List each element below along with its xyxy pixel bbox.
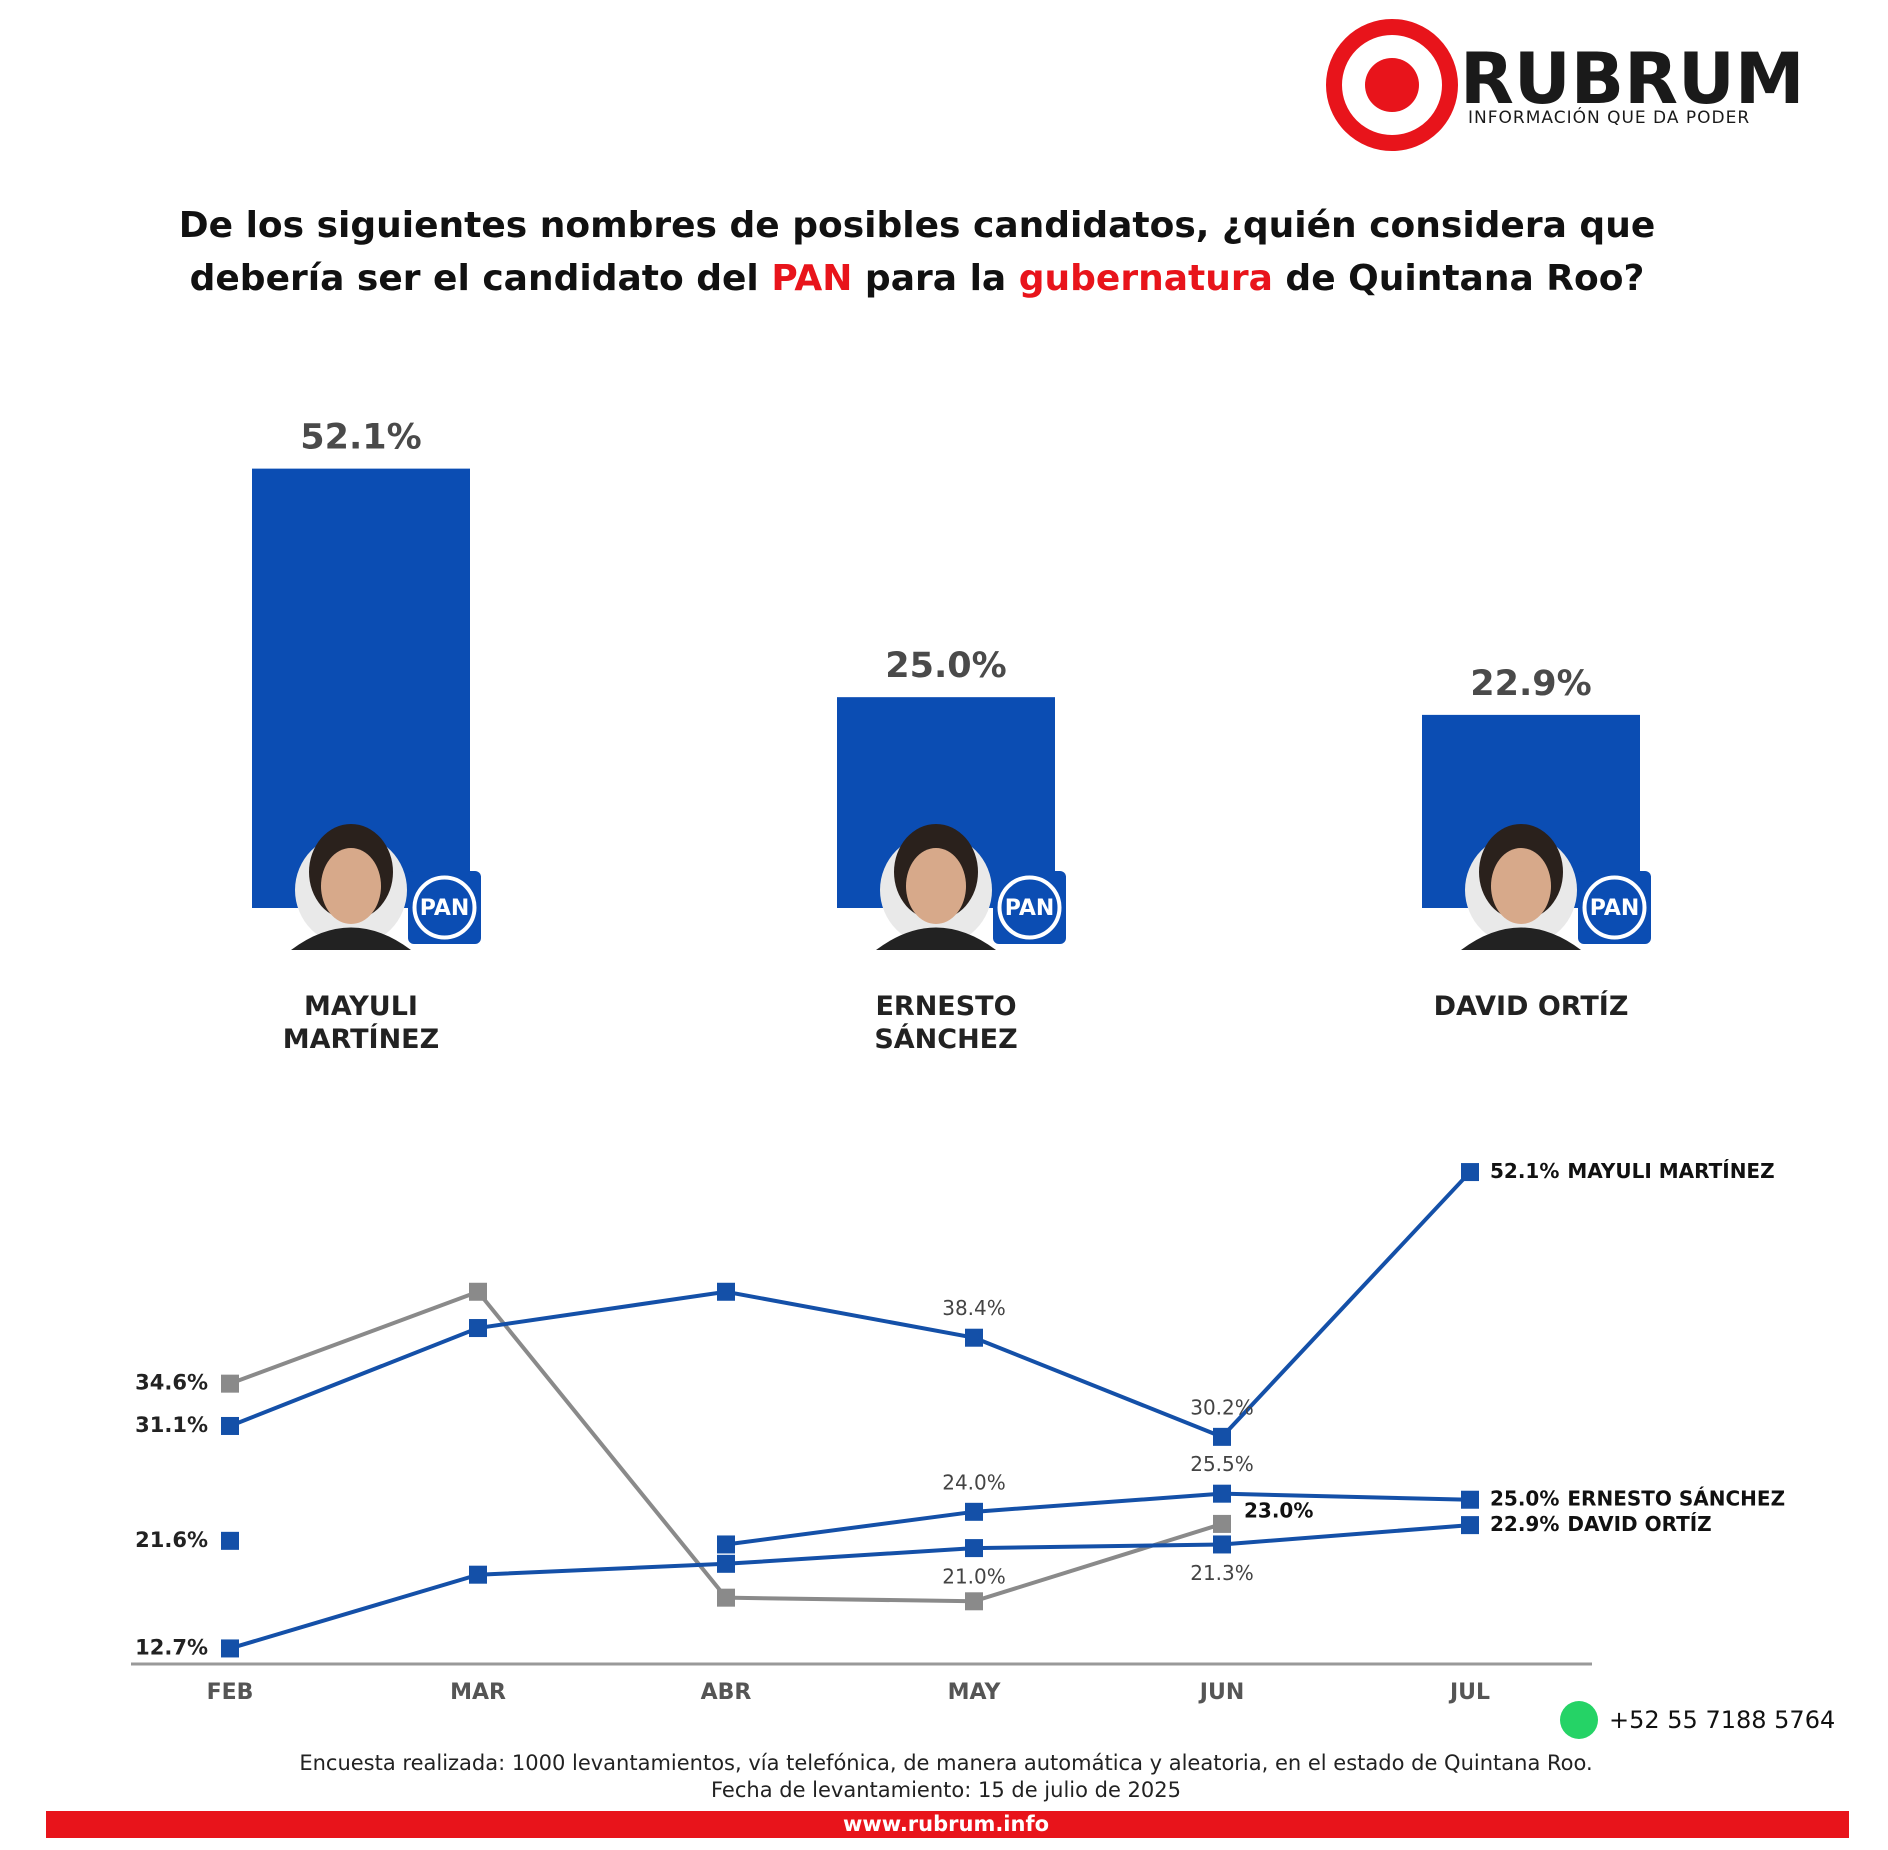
title-part: PAN xyxy=(771,258,852,299)
badge-ring xyxy=(412,875,477,940)
point xyxy=(1213,1484,1231,1503)
category-label: DAVID ORTÍZ xyxy=(1433,991,1629,1022)
whatsapp-icon xyxy=(1560,1701,1598,1739)
x-tick-label: MAR xyxy=(450,1680,506,1705)
point xyxy=(1461,1163,1479,1182)
value-label: 52.1% xyxy=(1490,1159,1559,1183)
point xyxy=(469,1282,487,1301)
title-part: debería ser el candidato del xyxy=(190,258,772,299)
value-label: 21.6% xyxy=(135,1528,208,1552)
logo-ring xyxy=(1326,19,1458,151)
value-label: 21.3% xyxy=(1190,1561,1254,1585)
footnote: Encuesta realizada: 1000 levantamientos,… xyxy=(299,1751,1592,1775)
x-tick-label: MAY xyxy=(948,1680,1002,1705)
portrait-body xyxy=(1461,927,1581,950)
phone: +52 55 7188 5764 xyxy=(1609,1706,1835,1734)
point xyxy=(717,1554,735,1573)
value-label: 25.0% xyxy=(1490,1486,1559,1510)
value-label: 21.0% xyxy=(942,1565,1006,1589)
logo-text: RUBRUM xyxy=(1460,38,1805,120)
badge-text: PAN xyxy=(1005,896,1055,921)
title-part: para la xyxy=(852,258,1018,299)
portrait-body xyxy=(291,927,411,950)
point xyxy=(1461,1490,1479,1509)
x-tick-label: FEB xyxy=(207,1680,254,1705)
badge-text: PAN xyxy=(420,896,470,921)
point xyxy=(469,1319,487,1338)
title-part: gubernatura xyxy=(1019,258,1273,299)
value-label: 22.9% xyxy=(1470,664,1591,704)
series-line xyxy=(725,1491,1471,1547)
portrait-body xyxy=(876,927,996,950)
value-label: 52.1% xyxy=(300,418,421,458)
value-label: 22.9% xyxy=(1490,1512,1559,1536)
point xyxy=(717,1588,735,1607)
end-label: 22.9% DAVID ORTÍZ xyxy=(1490,1512,1712,1536)
badge-text: PAN xyxy=(1590,896,1640,921)
series-name: ERNESTO SÁNCHEZ xyxy=(1567,1486,1785,1510)
point xyxy=(221,1416,239,1435)
point xyxy=(221,1374,239,1393)
point xyxy=(717,1282,735,1301)
point xyxy=(965,1539,983,1558)
value-label: 12.7% xyxy=(135,1635,208,1659)
series-name: MAYULI MARTÍNEZ xyxy=(1567,1159,1774,1183)
value-label: 24.0% xyxy=(942,1470,1006,1494)
portrait-face xyxy=(906,848,966,924)
badge-ring xyxy=(1582,875,1647,940)
tagline: INFORMACIÓN QUE DA PODER xyxy=(1468,106,1750,128)
point xyxy=(965,1502,983,1521)
value-label: 23.0% xyxy=(1244,1498,1313,1522)
logo-dot xyxy=(1365,58,1419,112)
point xyxy=(1461,1516,1479,1535)
point xyxy=(1213,1427,1231,1446)
end-label: 25.0% ERNESTO SÁNCHEZ xyxy=(1490,1486,1785,1510)
x-tick-label: JUL xyxy=(1448,1680,1490,1705)
footnote: Fecha de levantamiento: 15 de julio de 2… xyxy=(711,1778,1181,1802)
portrait-face xyxy=(1491,848,1551,924)
value-label: 25.5% xyxy=(1190,1452,1254,1476)
category-label: MAYULI MARTÍNEZ xyxy=(282,991,440,1055)
x-tick-label: JUN xyxy=(1198,1680,1244,1705)
point xyxy=(717,1535,735,1554)
portrait-face xyxy=(321,848,381,924)
point xyxy=(221,1639,239,1658)
point xyxy=(965,1328,983,1347)
value-label: 38.4% xyxy=(942,1296,1006,1320)
badge-ring xyxy=(997,875,1062,940)
category-label: ERNESTO SÁNCHEZ xyxy=(874,991,1018,1055)
series-name: DAVID ORTÍZ xyxy=(1567,1512,1711,1536)
point xyxy=(965,1592,983,1611)
title: De los siguientes nombres de posibles ca… xyxy=(179,205,1656,246)
end-label: 52.1% MAYULI MARTÍNEZ xyxy=(1490,1159,1775,1183)
website: www.rubrum.info xyxy=(843,1812,1049,1836)
x-tick-label: ABR xyxy=(701,1680,752,1705)
footer-bar xyxy=(46,1811,1849,1838)
value-label: 30.2% xyxy=(1190,1395,1254,1419)
value-label: 31.1% xyxy=(135,1413,208,1437)
point xyxy=(1213,1535,1231,1554)
title: debería ser el candidato del PAN para la… xyxy=(190,258,1645,299)
title-part: de Quintana Roo? xyxy=(1273,258,1644,299)
point xyxy=(221,1531,239,1550)
series-line xyxy=(229,1523,1471,1651)
point xyxy=(1213,1514,1231,1533)
value-label: 25.0% xyxy=(885,646,1006,686)
value-label: 34.6% xyxy=(135,1371,208,1395)
title-part: De los siguientes nombres de posibles ca… xyxy=(179,205,1656,246)
series-line xyxy=(229,1170,1472,1440)
point xyxy=(469,1565,487,1584)
